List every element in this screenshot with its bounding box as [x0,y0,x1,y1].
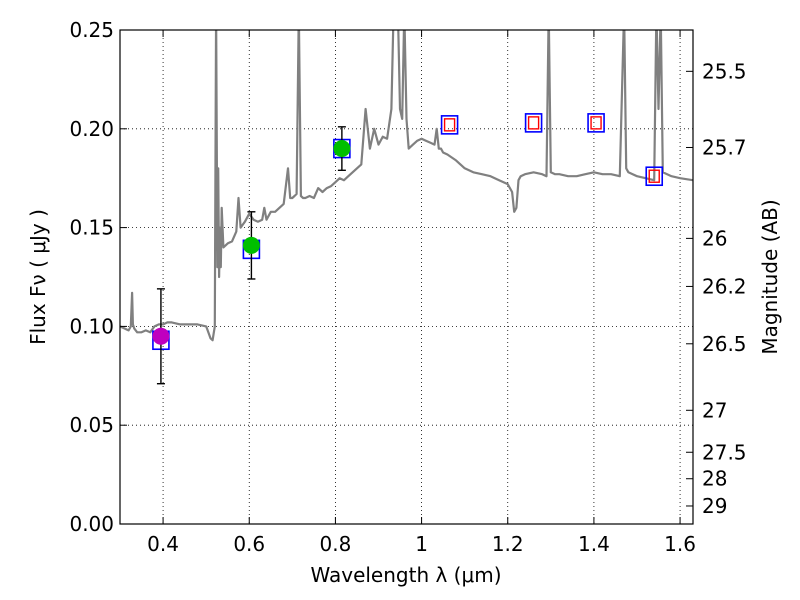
y-tick-label: 0.15 [69,216,114,240]
observed-point [242,236,260,254]
x-tick-label: 0.6 [233,532,265,556]
x-tick-label: 0.4 [147,532,179,556]
x-tick-label: 0.8 [320,532,352,556]
mag-tick-label: 29 [702,494,727,518]
x-tick-label: 1 [415,532,428,556]
model-flux-box [524,113,543,133]
mag-tick-label: 25.5 [702,59,747,83]
y-tick-label: 0.10 [69,314,114,338]
mag-tick-label: 26.2 [702,274,747,298]
y-tick-label: 0.05 [69,413,114,437]
spectrum-line [120,30,693,342]
model-flux-inner-box [648,169,660,183]
model-flux-box [587,113,605,133]
model-flux-inner-box [527,116,540,130]
x-axis-title: Wavelength λ (μm) [310,563,501,587]
model-flux-inner-box [590,116,602,130]
observed-point [333,140,351,158]
y-tick-label: 0.20 [69,117,114,141]
mag-tick-label: 26 [702,226,727,250]
observed-point [152,327,170,345]
model-flux-box [440,115,459,135]
y-tick-label: 0.25 [69,18,114,42]
mag-tick-label: 25.7 [702,135,747,159]
axis-ticks: 0.4 0.6 0.8 1 1.2 1.4 1.6 0.00 0.05 0.10 0.15 0.20 0… [69,18,746,556]
model-flux-box [645,166,664,187]
x-tick-label: 1.6 [664,532,696,556]
data-layer [120,30,693,385]
y-axis-title: Flux Fν ( μJy ) [26,209,50,345]
x-tick-label: 1.2 [492,532,524,556]
y-tick-label: 0.00 [69,512,114,536]
mag-tick-label: 27.5 [702,440,747,464]
mag-tick-label: 27 [702,398,727,422]
x-tick-label: 1.4 [578,532,610,556]
right-axis-title: Magnitude (AB) [758,199,782,354]
plot-frame [119,29,694,525]
mag-tick-label: 28 [702,467,727,491]
mag-tick-label: 26.5 [702,332,747,356]
model-flux-inner-box [443,118,456,132]
